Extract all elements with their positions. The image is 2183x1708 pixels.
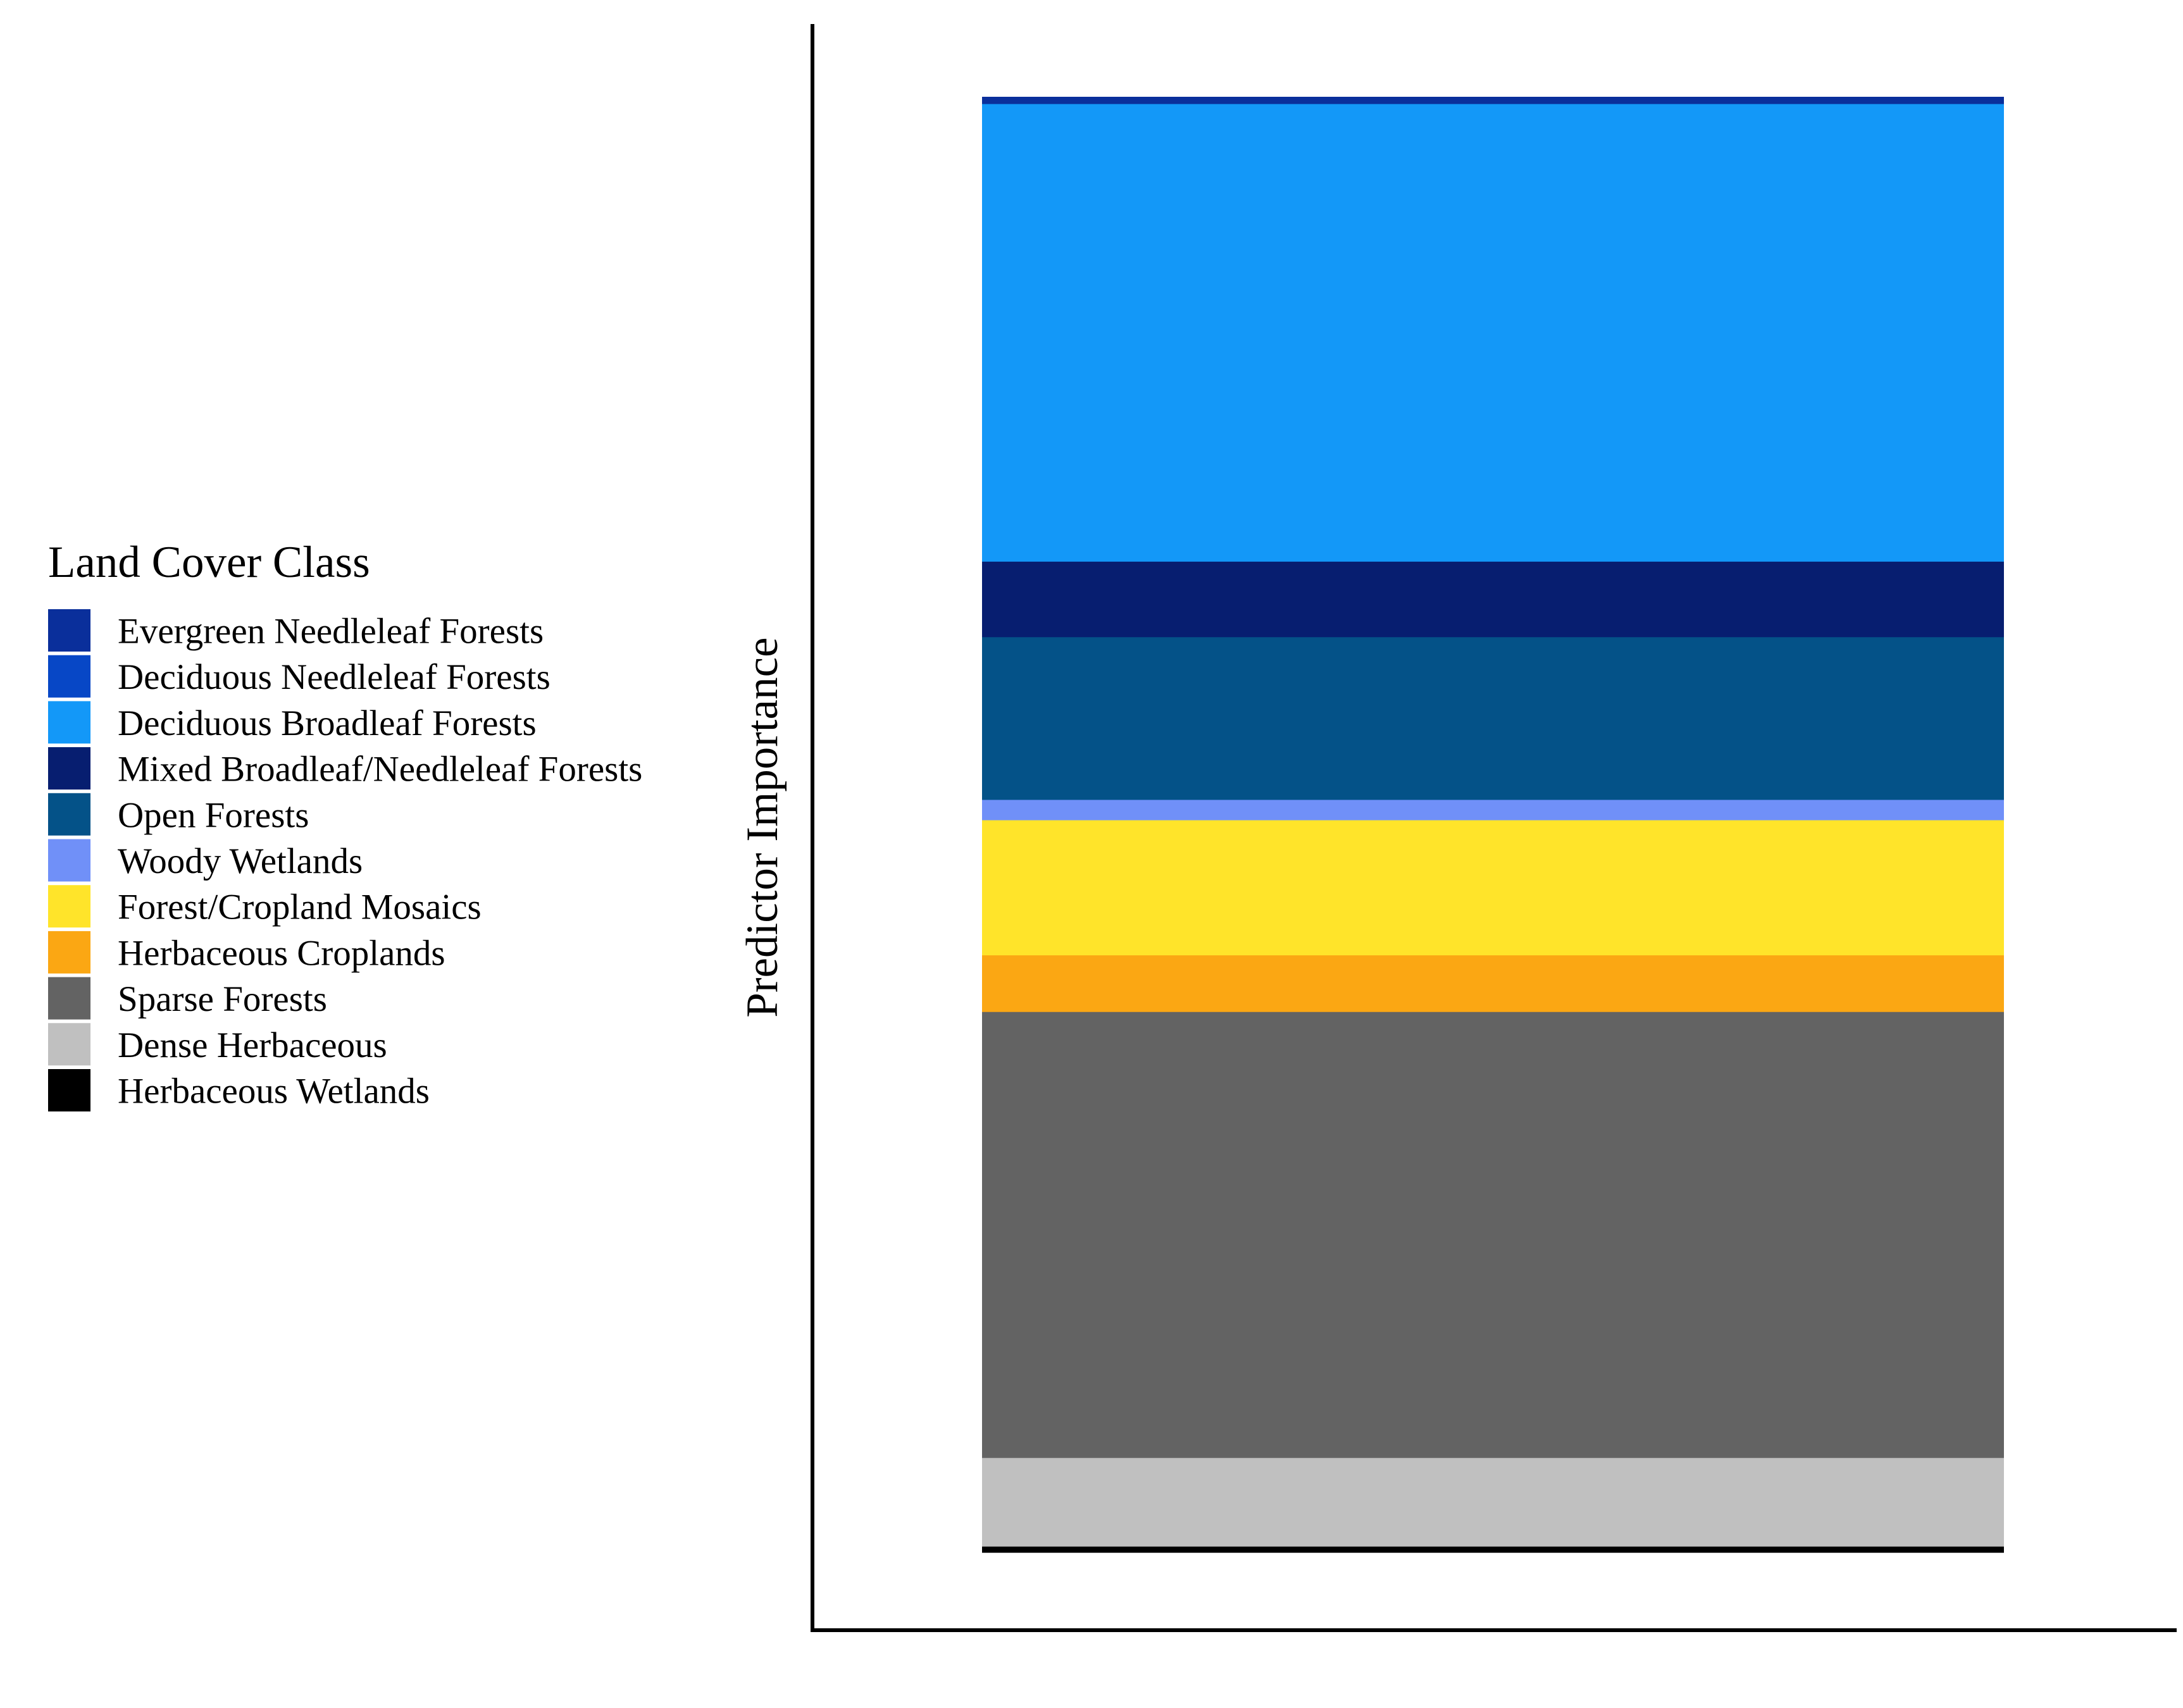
bar-segment-6 [982, 820, 2004, 956]
legend-label-9: Dense Herbaceous [118, 1025, 387, 1065]
bar-segment-4 [982, 637, 2004, 801]
legend-swatch-5 [48, 839, 90, 882]
legend-label-10: Herbaceous Wetlands [118, 1072, 430, 1111]
legend-label-2: Deciduous Broadleaf Forests [118, 703, 537, 743]
legend-label-6: Forest/Cropland Mosaics [118, 888, 482, 927]
bar-segment-10 [982, 1546, 2004, 1553]
legend-swatch-2 [48, 701, 90, 744]
legend-label-1: Deciduous Needleleaf Forests [118, 657, 550, 697]
legend-label-8: Sparse Forests [118, 979, 327, 1019]
legend-swatch-1 [48, 655, 90, 698]
legend-label-5: Woody Wetlands [118, 841, 363, 881]
legend-label-0: Evergreen Needleleaf Forests [118, 612, 544, 652]
y-axis-title: Predictor Importance [738, 637, 787, 1017]
legend: Land Cover Class Evergreen Needleleaf Fo… [48, 538, 642, 1111]
bar-segment-9 [982, 1457, 2004, 1547]
bar-segment-8 [982, 1012, 2004, 1459]
legend-label-4: Open Forests [118, 795, 309, 835]
legend-swatch-8 [48, 977, 90, 1020]
legend-swatch-3 [48, 747, 90, 790]
legend-swatch-7 [48, 931, 90, 974]
legend-swatch-9 [48, 1023, 90, 1066]
legend-label-7: Herbaceous Croplands [118, 933, 445, 973]
legend-swatch-6 [48, 885, 90, 928]
bar-segment-5 [982, 800, 2004, 821]
bar-segment-2 [982, 104, 2004, 562]
legend-label-3: Mixed Broadleaf/Needleleaf Forests [118, 750, 642, 789]
bar-segment-7 [982, 955, 2004, 1013]
legend-title: Land Cover Class [48, 538, 370, 587]
legend-swatch-10 [48, 1069, 90, 1111]
plot-area [811, 24, 2177, 1632]
legend-swatch-0 [48, 609, 90, 652]
legend-swatch-4 [48, 793, 90, 836]
bar-segment-0 [982, 97, 2004, 105]
bar-segment-3 [982, 561, 2004, 638]
